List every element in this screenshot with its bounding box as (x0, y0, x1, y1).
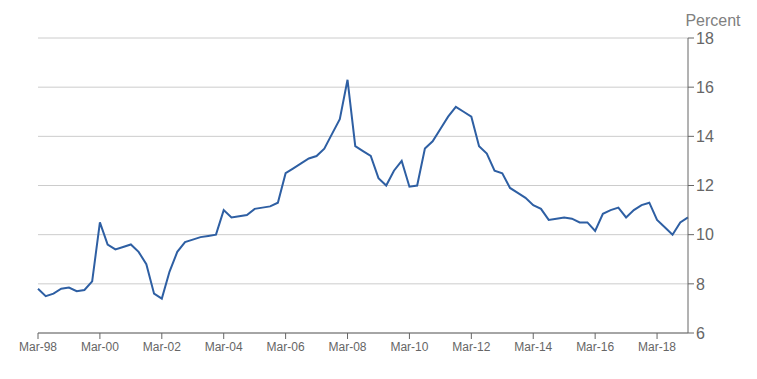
svg-text:Mar-02: Mar-02 (143, 340, 181, 354)
svg-text:8: 8 (696, 276, 705, 293)
svg-text:Mar-14: Mar-14 (514, 340, 552, 354)
svg-text:14: 14 (696, 128, 714, 145)
svg-text:Mar-10: Mar-10 (390, 340, 428, 354)
svg-text:Percent: Percent (685, 12, 741, 29)
svg-text:Mar-06: Mar-06 (267, 340, 305, 354)
svg-text:Mar-04: Mar-04 (205, 340, 243, 354)
svg-text:Mar-00: Mar-00 (81, 340, 119, 354)
svg-text:Mar-08: Mar-08 (329, 340, 367, 354)
svg-text:Mar-18: Mar-18 (638, 340, 676, 354)
svg-text:Mar-16: Mar-16 (576, 340, 614, 354)
svg-text:Mar-98: Mar-98 (19, 340, 57, 354)
svg-text:18: 18 (696, 30, 714, 47)
svg-text:16: 16 (696, 79, 714, 96)
svg-text:10: 10 (696, 226, 714, 243)
svg-text:6: 6 (696, 325, 705, 342)
svg-text:12: 12 (696, 177, 714, 194)
svg-text:Mar-12: Mar-12 (452, 340, 490, 354)
